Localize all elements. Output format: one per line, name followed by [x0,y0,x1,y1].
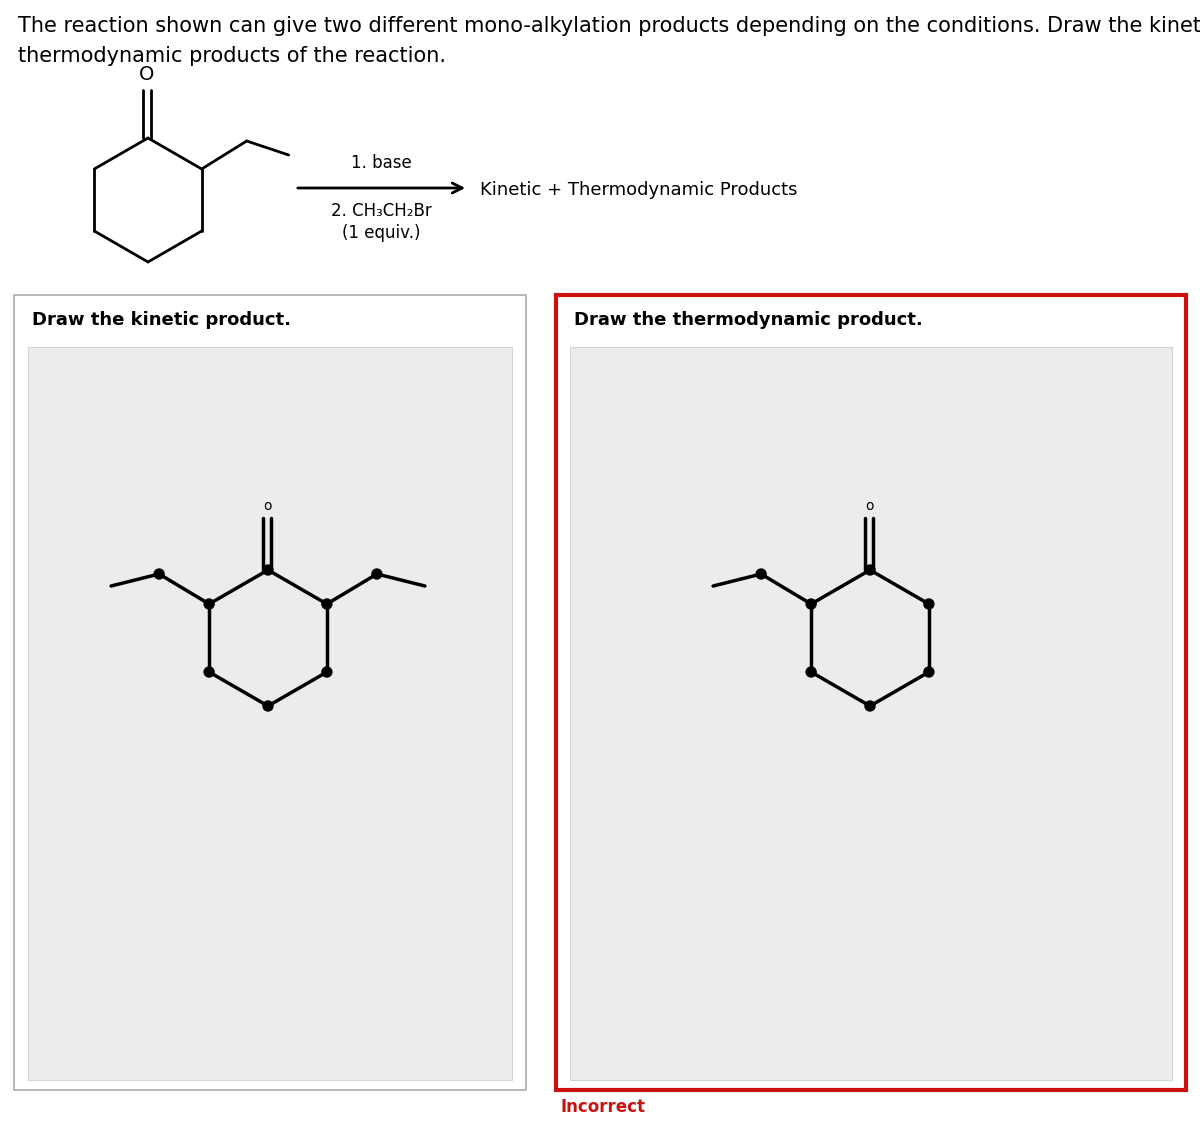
Circle shape [865,701,875,711]
Circle shape [322,667,332,677]
Text: o: o [263,499,271,513]
Circle shape [204,667,214,677]
Circle shape [806,599,816,609]
Text: Draw the thermodynamic product.: Draw the thermodynamic product. [574,310,923,329]
Circle shape [806,667,816,677]
Circle shape [204,599,214,609]
Circle shape [263,701,274,711]
Text: thermodynamic products of the reaction.: thermodynamic products of the reaction. [18,46,446,65]
Circle shape [263,564,274,575]
Text: Kinetic + Thermodynamic Products: Kinetic + Thermodynamic Products [480,181,798,199]
Text: Draw the kinetic product.: Draw the kinetic product. [32,310,292,329]
Text: (1 equiv.): (1 equiv.) [342,224,421,242]
Circle shape [372,569,382,579]
Text: 1. base: 1. base [352,154,412,172]
Circle shape [865,564,875,575]
Text: 2. CH₃CH₂Br: 2. CH₃CH₂Br [331,202,432,220]
Circle shape [924,667,934,677]
Text: O: O [139,65,155,84]
Bar [14,295,526,1089]
Text: o: o [865,499,874,513]
Bar [28,347,512,1080]
Circle shape [322,599,332,609]
Text: The reaction shown can give two different mono-alkylation products depending on : The reaction shown can give two differen… [18,16,1200,36]
Bar [556,295,1186,1089]
Text: Incorrect: Incorrect [560,1099,646,1115]
Circle shape [924,599,934,609]
Circle shape [154,569,164,579]
Bar [570,347,1172,1080]
Circle shape [756,569,766,579]
